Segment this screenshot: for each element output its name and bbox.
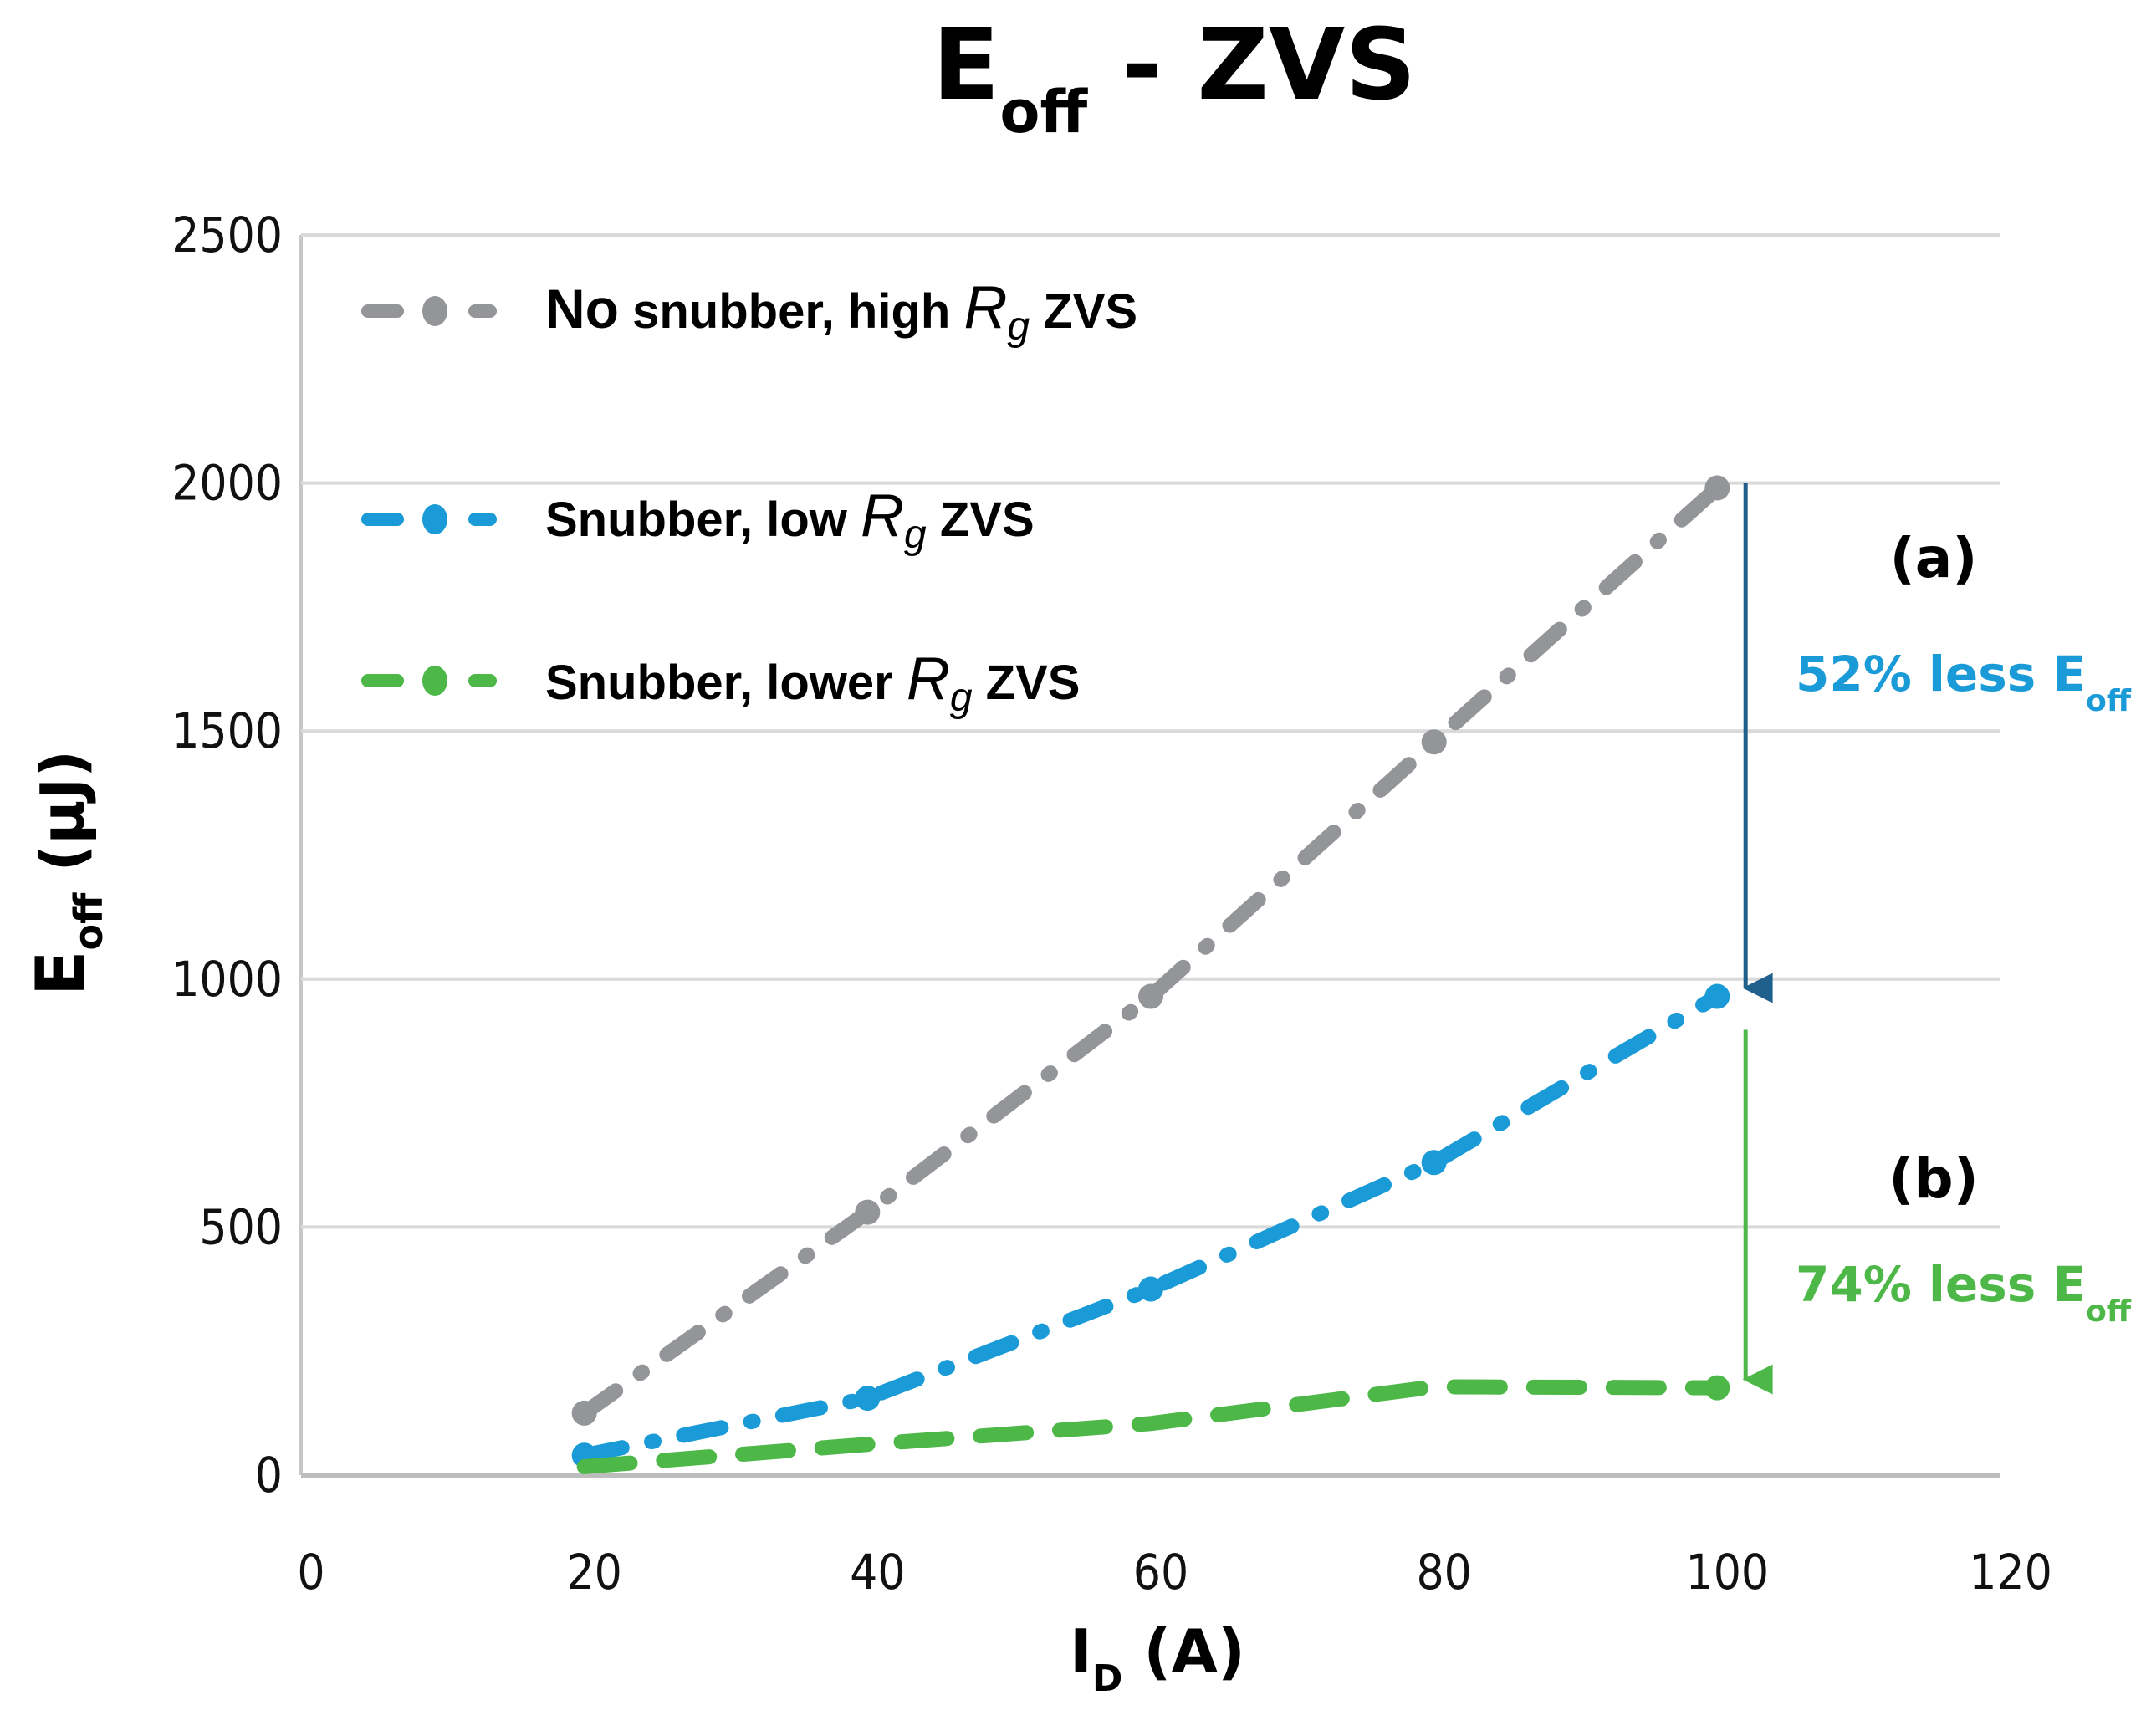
data-point xyxy=(1704,983,1730,1009)
y-axis-label-suffix: (μJ) xyxy=(28,750,98,893)
legend-label-1-mid: Snubber, low xyxy=(545,493,861,547)
legend-marker xyxy=(422,504,447,534)
gridlines xyxy=(299,233,2000,1478)
series-2 xyxy=(576,1375,1730,1474)
data-point xyxy=(855,1386,881,1412)
legend-swatch-0 xyxy=(361,296,497,326)
data-point xyxy=(571,1400,597,1426)
annotation-text-sub: off xyxy=(2086,1294,2132,1329)
data-point xyxy=(1704,475,1730,501)
legend-item-1: Snubber, low Rg ZVS xyxy=(361,483,1035,557)
annotation-text-main: 74% less E xyxy=(1796,1256,2086,1313)
x-axis-label-main: I xyxy=(1070,1616,1092,1687)
annotations: (a)52% less Eoff(b)74% less Eoff xyxy=(1742,483,2132,1395)
legend-marker xyxy=(422,666,447,696)
x-axis-label: ID (A) xyxy=(1070,1616,1245,1700)
y-tick-label: 2000 xyxy=(171,455,283,512)
x-tick-label: 100 xyxy=(1686,1544,1770,1601)
legend-label-2-mid: Snubber, lower xyxy=(545,656,907,710)
y-tick-label: 2500 xyxy=(171,207,283,263)
chart-title-sub: off xyxy=(999,78,1088,146)
legend-label-1-r: R xyxy=(861,483,904,549)
y-axis-label: Eoff (μJ) xyxy=(22,750,111,996)
legend-swatch-2 xyxy=(361,666,497,696)
legend-label-0-r: R xyxy=(963,274,1007,341)
legend-label-2-r: R xyxy=(907,646,950,712)
series-line-0 xyxy=(576,480,1725,1421)
x-tick-label: 80 xyxy=(1416,1544,1471,1601)
data-point xyxy=(1421,1150,1447,1176)
x-tick-label: 20 xyxy=(566,1544,621,1601)
legend: No snubber, high Rg ZVS Snubber, low Rg … xyxy=(361,274,1137,720)
x-tick-label: 0 xyxy=(297,1544,324,1601)
legend-label-0-prefix: No xyxy=(545,278,619,340)
annotation-text-main: 52% less E xyxy=(1796,646,2086,702)
data-point xyxy=(1138,983,1163,1009)
legend-label-1-g: g xyxy=(904,513,927,557)
legend-marker xyxy=(422,296,447,326)
x-axis-label-sub: D xyxy=(1092,1657,1123,1700)
legend-label-1-suffix: ZVS xyxy=(927,493,1035,547)
x-tick-label: 120 xyxy=(1969,1544,2052,1601)
annotation-text-0: 52% less Eoff xyxy=(1796,646,2132,718)
data-point xyxy=(1138,1276,1163,1302)
chart-title-suffix: - ZVS xyxy=(1087,7,1416,122)
chart-title-main: E xyxy=(933,7,1000,122)
legend-item-2: Snubber, lower Rg ZVS xyxy=(361,646,1080,720)
x-tick-label: 60 xyxy=(1133,1544,1188,1601)
y-tick-label: 500 xyxy=(199,1198,283,1255)
legend-label-0-mid: snubber, high xyxy=(619,284,963,339)
series-line-2 xyxy=(576,1379,1725,1474)
series-0 xyxy=(571,475,1730,1426)
legend-label-0-suffix: ZVS xyxy=(1030,284,1137,339)
legend-label-1: Snubber, low Rg ZVS xyxy=(545,483,1035,557)
legend-swatch-1 xyxy=(361,504,497,534)
annotation-text-sub: off xyxy=(2086,684,2132,718)
x-tick-labels: 0 20 40 60 80 100 120 xyxy=(297,1544,2052,1601)
legend-label-2: Snubber, lower Rg ZVS xyxy=(545,646,1080,720)
x-tick-label: 40 xyxy=(850,1544,905,1601)
y-tick-labels: 0 500 1000 1500 2000 2500 xyxy=(171,207,283,1504)
legend-label-2-g: g xyxy=(950,676,973,720)
series-group xyxy=(571,475,1730,1474)
x-axis-label-suffix: (A) xyxy=(1122,1616,1245,1687)
data-point xyxy=(1704,1375,1730,1401)
annotation-tag-0: (a) xyxy=(1890,526,1978,590)
y-tick-label: 1000 xyxy=(171,951,283,1008)
y-tick-label: 0 xyxy=(255,1447,283,1504)
annotation-text-1: 74% less Eoff xyxy=(1796,1256,2132,1329)
legend-label-2-suffix: ZVS xyxy=(973,656,1081,710)
annotation-tag-1: (b) xyxy=(1888,1146,1979,1211)
y-axis-label-main: E xyxy=(22,950,100,996)
legend-label-0-g: g xyxy=(1007,304,1030,349)
legend-label-0: No snubber, high Rg ZVS xyxy=(545,274,1137,349)
legend-item-0: No snubber, high Rg ZVS xyxy=(361,274,1137,349)
chart-title: Eoff - ZVS xyxy=(933,7,1416,146)
data-point xyxy=(1421,729,1447,755)
series-line-1 xyxy=(576,988,1725,1463)
y-tick-label: 1500 xyxy=(171,702,283,759)
y-axis-label-sub: off xyxy=(66,892,111,951)
data-point xyxy=(855,1199,881,1225)
